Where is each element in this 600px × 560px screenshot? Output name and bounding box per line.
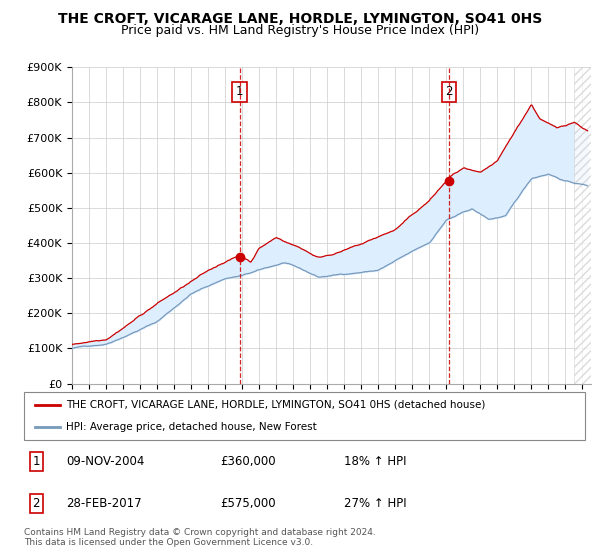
Text: 1: 1 bbox=[32, 455, 40, 468]
Text: 18% ↑ HPI: 18% ↑ HPI bbox=[344, 455, 406, 468]
Text: HPI: Average price, detached house, New Forest: HPI: Average price, detached house, New … bbox=[66, 422, 317, 432]
Text: 28-FEB-2017: 28-FEB-2017 bbox=[66, 497, 142, 510]
FancyBboxPatch shape bbox=[24, 392, 585, 440]
Text: THE CROFT, VICARAGE LANE, HORDLE, LYMINGTON, SO41 0HS (detached house): THE CROFT, VICARAGE LANE, HORDLE, LYMING… bbox=[66, 400, 485, 410]
Text: 1: 1 bbox=[236, 85, 244, 99]
Text: 27% ↑ HPI: 27% ↑ HPI bbox=[344, 497, 406, 510]
Text: 2: 2 bbox=[32, 497, 40, 510]
Text: 2: 2 bbox=[445, 85, 453, 99]
Text: THE CROFT, VICARAGE LANE, HORDLE, LYMINGTON, SO41 0HS: THE CROFT, VICARAGE LANE, HORDLE, LYMING… bbox=[58, 12, 542, 26]
Text: 09-NOV-2004: 09-NOV-2004 bbox=[66, 455, 145, 468]
Text: Price paid vs. HM Land Registry's House Price Index (HPI): Price paid vs. HM Land Registry's House … bbox=[121, 24, 479, 36]
Text: £360,000: £360,000 bbox=[220, 455, 276, 468]
Text: £575,000: £575,000 bbox=[220, 497, 276, 510]
Text: Contains HM Land Registry data © Crown copyright and database right 2024.
This d: Contains HM Land Registry data © Crown c… bbox=[24, 528, 376, 547]
